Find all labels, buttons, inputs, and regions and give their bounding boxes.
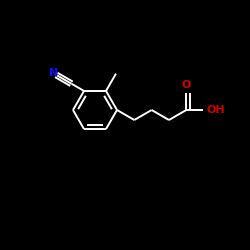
Text: O: O (182, 80, 191, 90)
Text: N: N (49, 68, 58, 78)
Text: OH: OH (206, 105, 225, 115)
